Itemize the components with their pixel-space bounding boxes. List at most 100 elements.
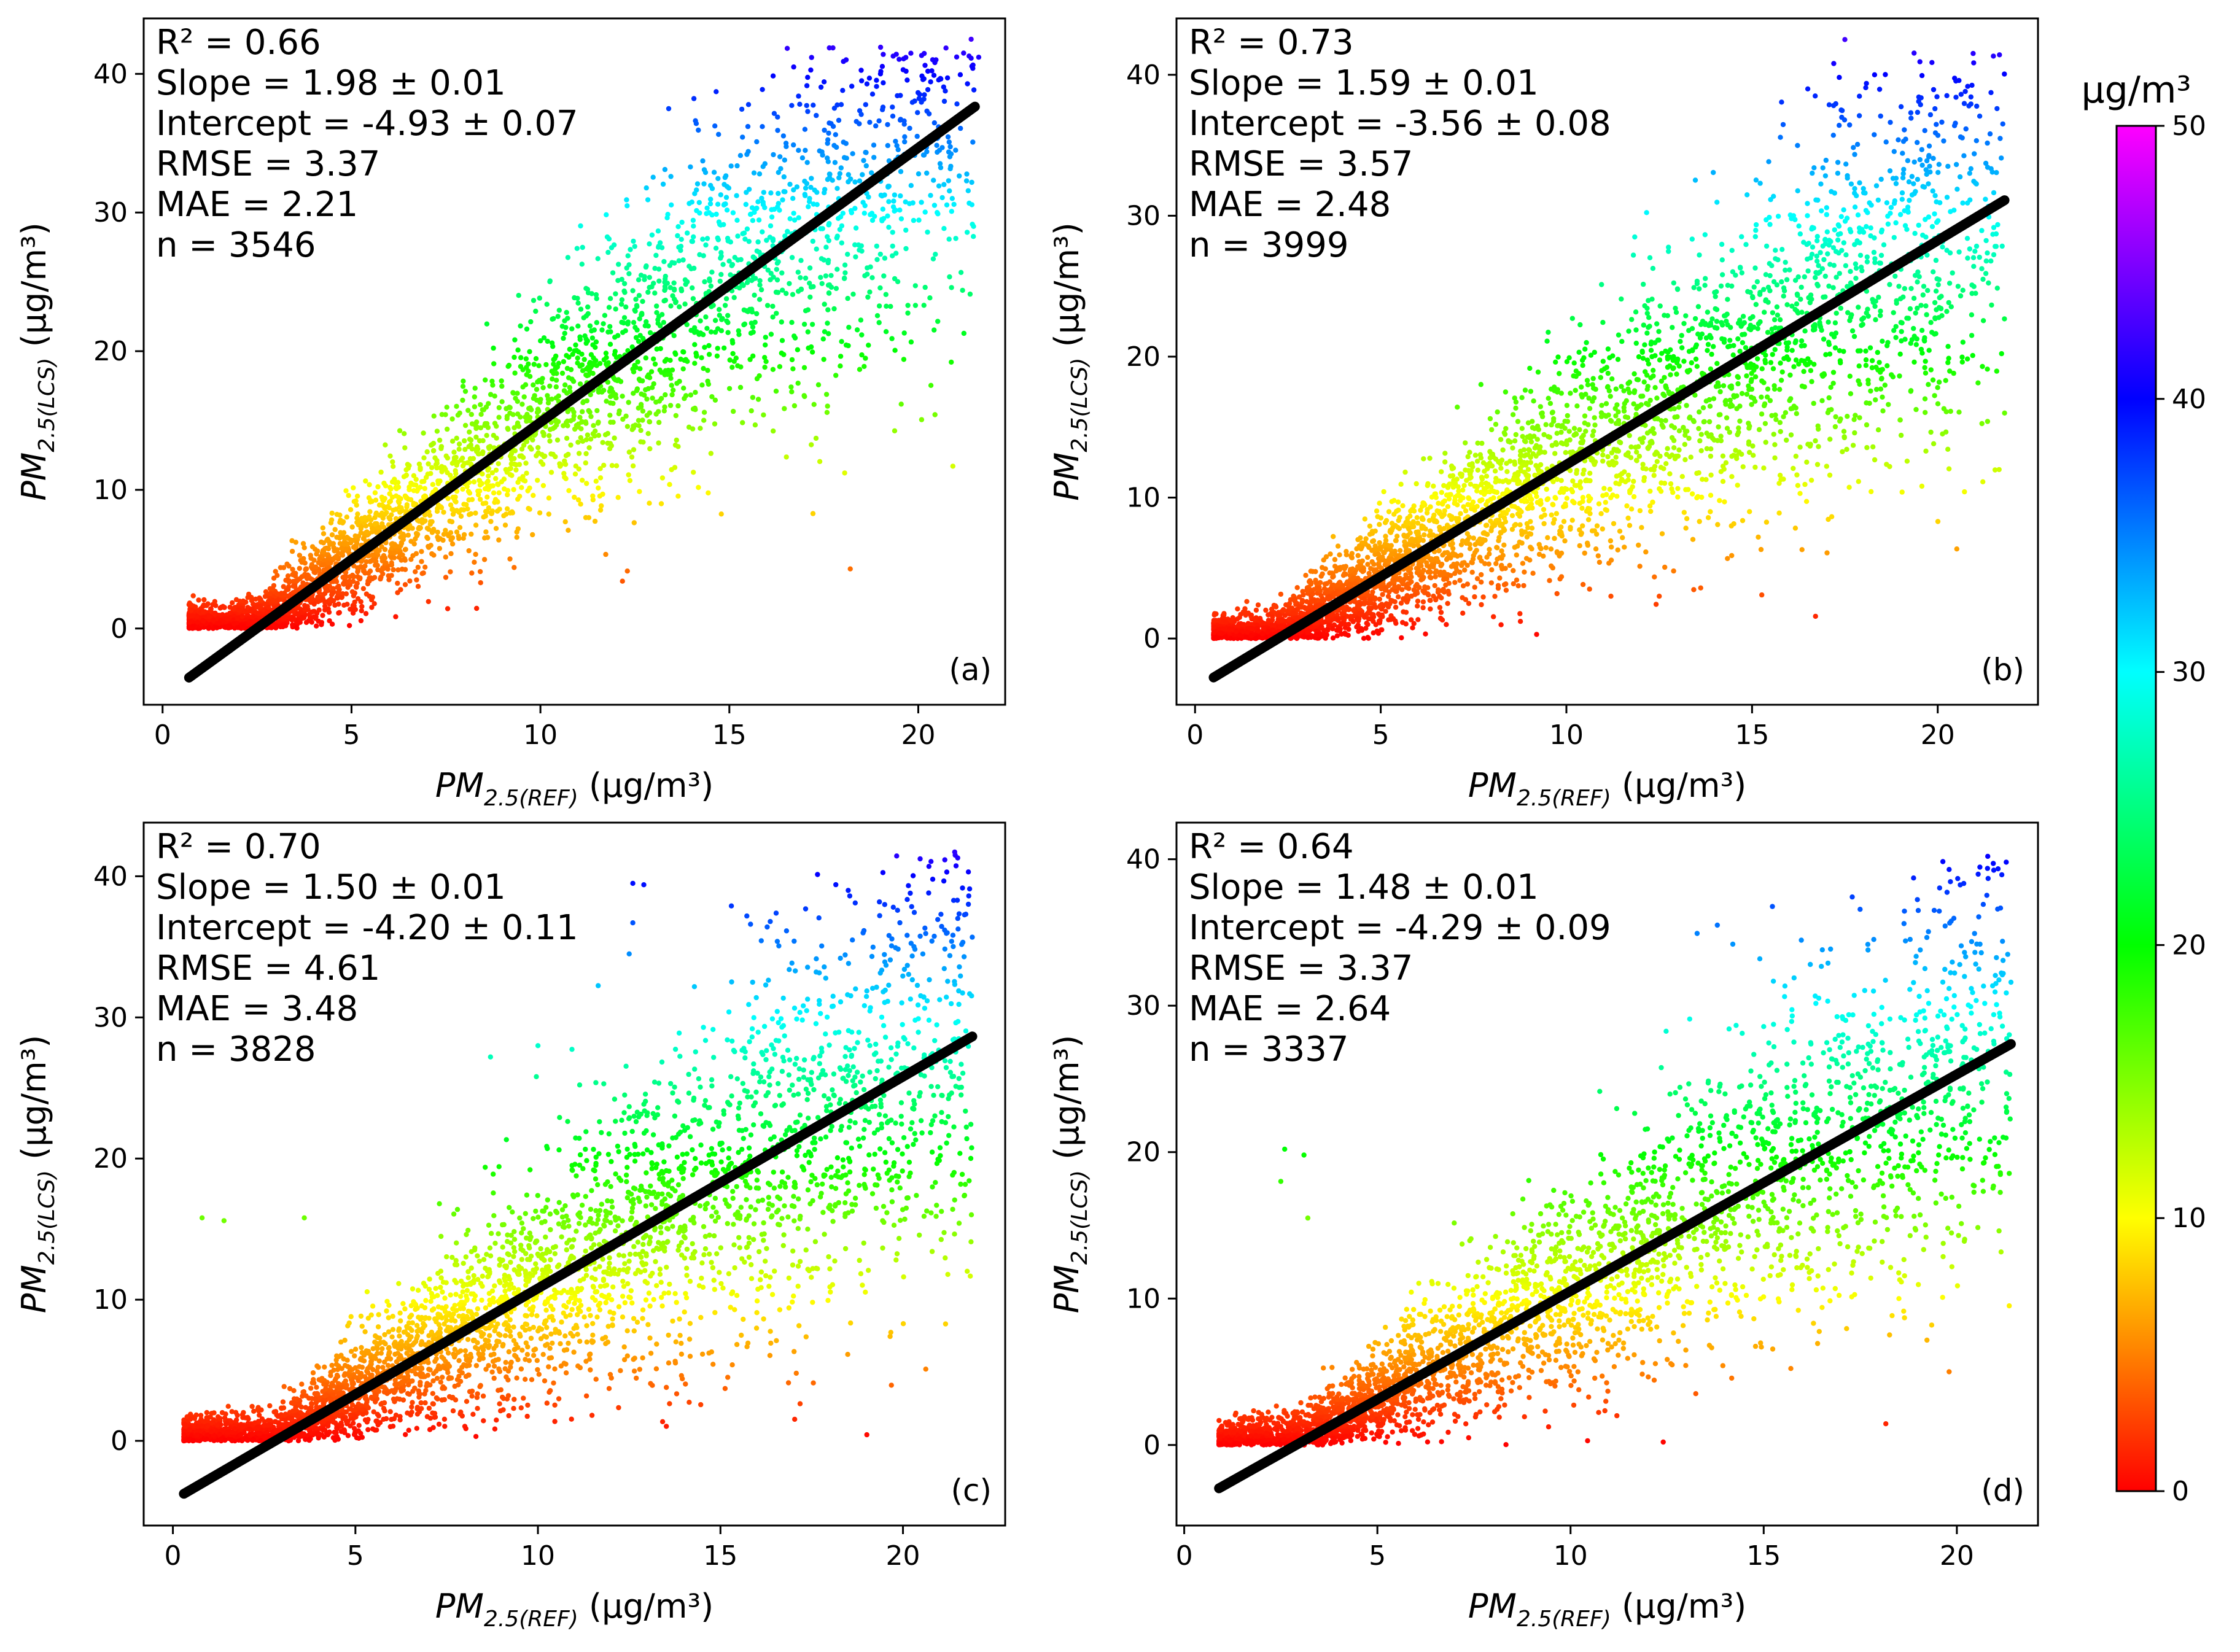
data-point <box>721 182 727 187</box>
data-point <box>750 218 756 223</box>
data-point <box>612 335 618 340</box>
data-point <box>808 284 814 290</box>
data-point <box>1967 171 1972 176</box>
data-point <box>402 431 407 436</box>
data-point <box>661 258 667 265</box>
data-point <box>519 446 525 452</box>
data-point <box>249 598 255 603</box>
data-point <box>688 392 694 398</box>
data-point <box>795 381 801 386</box>
data-point <box>320 613 325 618</box>
data-point <box>1492 468 1498 474</box>
data-point <box>354 502 359 508</box>
data-point <box>791 403 798 409</box>
data-point <box>1793 357 1799 363</box>
data-point <box>235 625 241 630</box>
data-point <box>408 480 414 486</box>
data-point <box>668 174 674 179</box>
data-point <box>449 506 455 513</box>
data-point <box>303 567 308 573</box>
data-point <box>1737 349 1743 354</box>
data-point <box>626 271 632 276</box>
data-point <box>1924 158 1930 164</box>
data-point <box>954 54 960 60</box>
data-point <box>1899 328 1904 335</box>
data-point <box>661 408 667 414</box>
data-point <box>949 285 954 290</box>
data-point <box>389 562 395 568</box>
data-point <box>1969 290 1975 297</box>
data-point <box>704 236 710 241</box>
data-point <box>490 382 496 388</box>
data-point <box>516 293 521 298</box>
data-point <box>1959 359 1965 365</box>
data-point <box>555 314 561 319</box>
data-point <box>270 586 276 592</box>
data-point <box>561 423 566 429</box>
data-point <box>825 282 831 288</box>
data-point <box>1534 632 1539 637</box>
data-point <box>865 265 870 271</box>
data-point <box>358 530 364 535</box>
data-point <box>809 176 814 181</box>
data-point <box>807 294 813 300</box>
data-point <box>1439 595 1444 601</box>
data-point <box>748 330 754 336</box>
data-point <box>1739 390 1745 397</box>
data-point <box>806 204 811 209</box>
data-point <box>1513 432 1519 438</box>
data-point <box>890 114 896 119</box>
data-point <box>531 382 536 388</box>
data-point <box>605 430 610 436</box>
data-point <box>273 623 279 629</box>
data-point <box>900 67 906 72</box>
data-point <box>565 316 570 321</box>
data-point <box>836 175 842 180</box>
data-point <box>667 263 673 268</box>
data-point <box>1857 252 1864 258</box>
data-point <box>1833 414 1838 420</box>
data-point <box>1520 433 1525 440</box>
data-point <box>473 551 478 557</box>
data-point <box>709 394 715 400</box>
data-point <box>723 195 729 200</box>
data-point <box>1708 446 1714 452</box>
data-point <box>914 133 920 139</box>
data-point <box>639 391 644 397</box>
data-point <box>453 454 459 460</box>
data-point <box>837 171 843 176</box>
data-point <box>1803 498 1810 504</box>
data-point <box>387 491 392 497</box>
data-point <box>764 238 769 243</box>
data-point <box>720 262 726 267</box>
data-point <box>211 618 216 623</box>
data-point <box>383 560 389 566</box>
data-point <box>702 344 707 350</box>
data-point <box>774 266 780 272</box>
data-point <box>867 120 873 125</box>
data-point <box>524 365 529 370</box>
data-point <box>1415 617 1421 622</box>
data-point <box>1588 352 1594 358</box>
data-point <box>520 474 526 479</box>
data-point <box>778 166 784 171</box>
data-point <box>846 172 852 177</box>
data-point <box>413 551 419 556</box>
data-point <box>1354 624 1359 630</box>
data-point <box>354 584 359 590</box>
data-point <box>239 613 245 619</box>
data-point <box>1631 371 1637 377</box>
data-point <box>1639 525 1644 530</box>
data-point <box>957 173 962 179</box>
data-point <box>622 290 628 295</box>
data-point <box>290 622 295 627</box>
data-point <box>831 306 837 312</box>
data-point <box>559 370 566 376</box>
data-point <box>798 287 804 292</box>
data-point <box>671 280 677 286</box>
data-point <box>499 479 505 484</box>
data-point <box>664 371 671 378</box>
data-point <box>621 281 628 287</box>
data-point <box>946 178 952 184</box>
data-point <box>869 170 874 176</box>
